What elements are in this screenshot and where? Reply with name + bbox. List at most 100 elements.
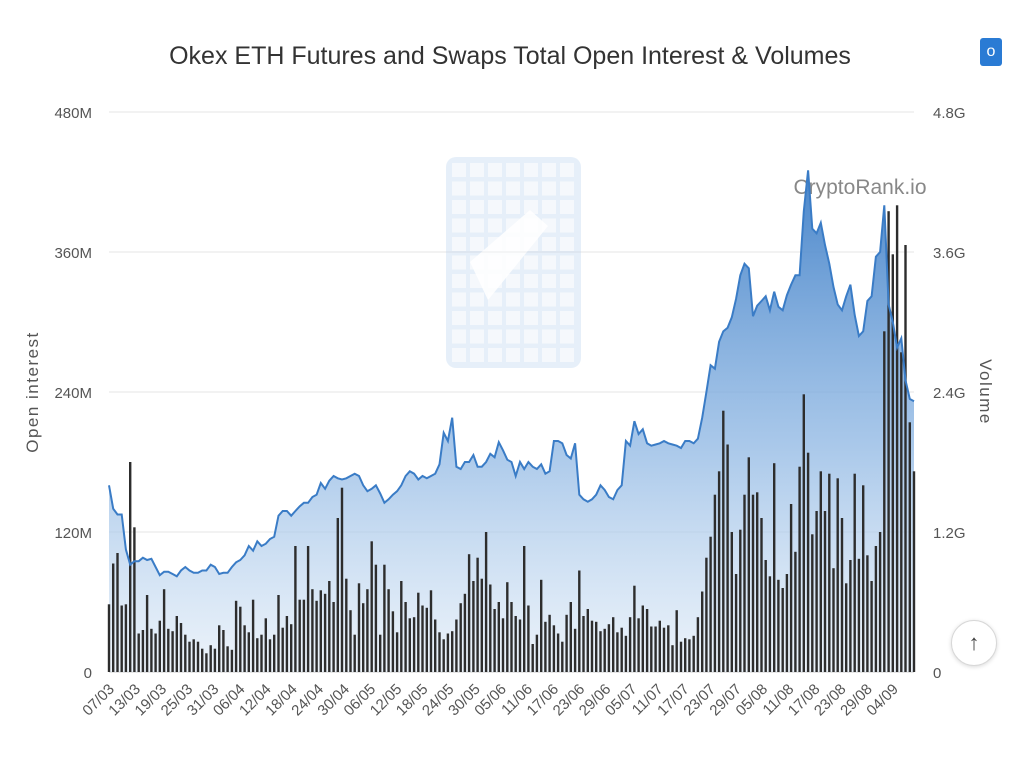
watermark-cell [452,163,466,177]
watermark-cell [452,292,466,307]
volume-bar [336,518,339,672]
watermark-cell [488,292,502,307]
right-axis-title: Volume [976,359,995,425]
volume-bar [633,585,636,672]
watermark-cell [524,181,538,196]
watermark-cell [542,292,556,307]
volume-bar [277,595,280,672]
volume-bar [883,331,886,672]
volume-bar [849,560,852,672]
camera-icon[interactable]: o [980,38,1002,66]
volume-bar [366,589,369,672]
volume-bar [523,546,526,672]
volume-bar [150,628,153,672]
volume-bar [472,581,475,672]
watermark-cell [452,181,466,196]
watermark-cell [470,311,484,325]
volume-bar [256,638,259,672]
volume-bar [862,485,865,672]
watermark-cell [542,237,556,251]
volume-bar [226,646,229,672]
volume-bar [908,422,911,672]
volume-bar [612,617,615,672]
watermark-cell [542,329,556,344]
left-axis-ticks: 0 120M 240M 360M 480M [54,105,92,682]
volume-bar [569,602,572,672]
watermark-cell [560,255,574,270]
volume-bar [404,602,407,672]
watermark-cell [470,237,484,251]
volume-bar [243,625,246,672]
volume-bar [209,645,212,672]
watermark-cell [560,237,574,251]
scroll-to-top-button[interactable]: ↑ [951,620,997,666]
watermark-cell [560,311,574,325]
volume-bar [561,641,564,672]
volume-bar [408,618,411,672]
volume-bar [425,607,428,672]
volume-bar [887,211,890,672]
watermark-cell [470,200,484,214]
volume-bar [781,588,784,672]
volume-bar [290,624,293,672]
volume-bar [374,564,378,672]
volume-bar [768,576,772,672]
volume-bar [595,621,598,672]
watermark-cell [560,292,574,307]
watermark-cell [452,255,466,270]
volume-bar [395,632,399,672]
watermark-cell [506,181,520,196]
volume-bar [552,625,556,672]
volume-bar [421,605,424,672]
watermark-cell [488,329,502,344]
watermark-text: CryptoRank.io [793,176,926,199]
watermark-cell [488,274,502,288]
volume-bar [679,641,683,672]
watermark-cell [542,348,556,362]
volume-bar [230,649,234,672]
watermark-cell [560,200,574,214]
volume-bar [870,581,873,672]
volume-bar [789,504,793,672]
volume-bar [586,609,589,672]
volume-bar [162,589,166,672]
volume-bar [599,631,602,672]
volume-bar [582,616,585,672]
volume-bars [107,205,916,673]
watermark-cell [524,348,538,362]
volume-bar [743,494,746,672]
watermark-cell [524,200,538,214]
volume-bar [141,630,145,672]
volume-bar [298,599,301,672]
watermark-cell [488,200,502,214]
open-interest-area [109,170,914,673]
volume-bar [129,462,132,672]
volume-bar [777,579,780,672]
volume-bar [845,583,848,672]
watermark-cell [524,163,538,177]
volume-bar [806,452,810,672]
volume-bar [506,582,509,672]
watermark-cell [524,274,538,288]
volume-bar [510,602,513,672]
volume-bar [133,527,136,672]
watermark-cell [470,292,484,307]
volume-bar [819,471,822,672]
watermark-cell [560,348,574,362]
volume-bar [518,619,522,672]
volume-bar [739,529,742,672]
volume-bar [730,532,733,672]
volume-bar [306,546,310,672]
watermark-cell [452,311,466,325]
volume-bar [438,632,441,672]
volume-bar [667,625,670,672]
watermark-logo [446,157,581,368]
volume-bar [345,578,348,672]
volume-bar [773,463,776,672]
volume-bar [556,633,560,672]
volume-bar [251,599,255,672]
watermark-cell [542,181,556,196]
volume-bar [362,603,365,672]
volume-bar [497,602,500,672]
watermark-cell [542,218,556,233]
